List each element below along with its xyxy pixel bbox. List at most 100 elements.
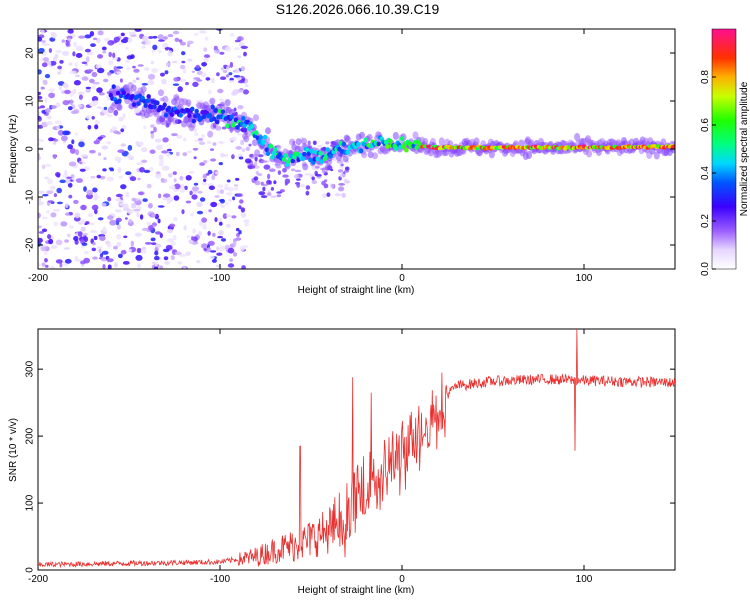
noise-cell — [162, 196, 167, 201]
noise-cell — [44, 97, 48, 103]
noise-cell — [62, 100, 70, 106]
noise-cell — [83, 257, 90, 264]
noise-cell — [136, 211, 140, 218]
noise-cell — [149, 166, 154, 171]
noise-cell — [227, 247, 235, 254]
ridge-halo-cell — [224, 99, 231, 107]
noise-cell — [197, 137, 204, 141]
noise-cell — [190, 213, 194, 217]
noise-cell — [216, 72, 220, 77]
noise-cell — [233, 184, 239, 187]
noise-cell — [199, 197, 206, 202]
noise-cell — [127, 153, 132, 160]
noise-cell — [81, 61, 88, 65]
noise-cell — [254, 156, 258, 162]
ridge-core-cell — [178, 112, 183, 118]
noise-cell — [150, 81, 155, 85]
noise-cell — [245, 146, 251, 151]
ridge-core-cell — [306, 151, 311, 157]
noise-cell — [214, 195, 220, 198]
noise-cell — [87, 125, 92, 130]
noise-cell — [204, 36, 209, 41]
noise-cell — [103, 78, 109, 83]
noise-cell — [137, 64, 144, 67]
noise-cell — [155, 144, 163, 151]
ridge-core-cell — [196, 113, 201, 118]
noise-cell — [86, 114, 91, 120]
noise-cell — [93, 100, 99, 106]
snr-x-tick-label: 100 — [576, 574, 593, 585]
noise-cell — [141, 227, 149, 231]
noise-cell — [158, 154, 164, 160]
noise-cell — [201, 182, 208, 186]
noise-cell — [211, 259, 217, 263]
noise-cell — [71, 139, 75, 145]
noise-cell — [167, 228, 174, 234]
spectrogram-y-label: Frequency (Hz) — [8, 115, 19, 184]
spectrogram-x-label: Height of straight line (km) — [298, 285, 415, 296]
noise-cell — [109, 219, 117, 226]
ridge-core-cell — [414, 145, 419, 151]
ridge-halo-cell — [110, 103, 116, 111]
noise-cell — [44, 73, 51, 79]
noise-cell — [49, 60, 57, 66]
noise-cell — [62, 130, 70, 136]
ridge-halo-cell — [243, 135, 250, 143]
ridge-halo-cell — [172, 117, 179, 125]
noise-cell — [200, 72, 207, 78]
noise-cell — [240, 45, 248, 50]
noise-cell — [137, 177, 141, 181]
ridge-halo-cell — [245, 130, 252, 138]
noise-cell — [260, 160, 268, 163]
noise-cell — [253, 161, 258, 167]
noise-cell — [167, 50, 173, 57]
noise-cell — [65, 179, 71, 184]
ridge-halo-cell — [574, 133, 581, 141]
noise-cell — [210, 250, 217, 253]
noise-cell — [101, 250, 109, 255]
ridge-halo-cell — [301, 137, 308, 145]
noise-cell — [46, 190, 54, 195]
noise-cell — [38, 154, 41, 160]
noise-cell — [262, 186, 266, 192]
spectrogram-y-tick-label: -20 — [25, 237, 36, 252]
noise-cell — [48, 48, 53, 53]
noise-cell — [72, 88, 77, 95]
noise-cell — [78, 35, 86, 39]
noise-cell — [90, 175, 96, 179]
ridge-core-cell — [399, 136, 405, 142]
noise-cell — [337, 169, 344, 173]
noise-cell — [224, 183, 229, 187]
ridge-core-cell — [325, 147, 330, 153]
noise-cell — [69, 148, 76, 154]
noise-cell — [296, 183, 301, 188]
noise-cell — [78, 94, 83, 100]
noise-cell — [344, 166, 350, 171]
noise-cell — [67, 29, 74, 34]
noise-cell — [75, 149, 80, 156]
noise-cell — [38, 196, 42, 202]
noise-cell — [203, 222, 207, 228]
noise-cell — [232, 252, 238, 257]
noise-cell — [143, 169, 151, 173]
noise-cell — [222, 70, 228, 73]
noise-cell — [181, 51, 186, 56]
noise-cell — [87, 213, 93, 218]
noise-cell — [45, 108, 51, 114]
noise-cell — [193, 77, 201, 80]
noise-cell — [118, 42, 124, 45]
noise-cell — [114, 156, 122, 162]
noise-cell — [300, 184, 305, 188]
noise-cell — [78, 138, 85, 142]
noise-cell — [141, 45, 146, 49]
noise-cell — [172, 83, 180, 86]
noise-cell — [151, 49, 156, 53]
noise-cell — [120, 32, 125, 37]
noise-cell — [65, 40, 70, 47]
noise-cell — [124, 217, 128, 220]
colorbar-tick-label: 0.8 — [700, 70, 711, 84]
noise-cell — [178, 39, 183, 43]
noise-cell — [321, 193, 327, 199]
ridge-halo-cell — [342, 155, 349, 163]
ridge-core-cell — [145, 98, 150, 104]
